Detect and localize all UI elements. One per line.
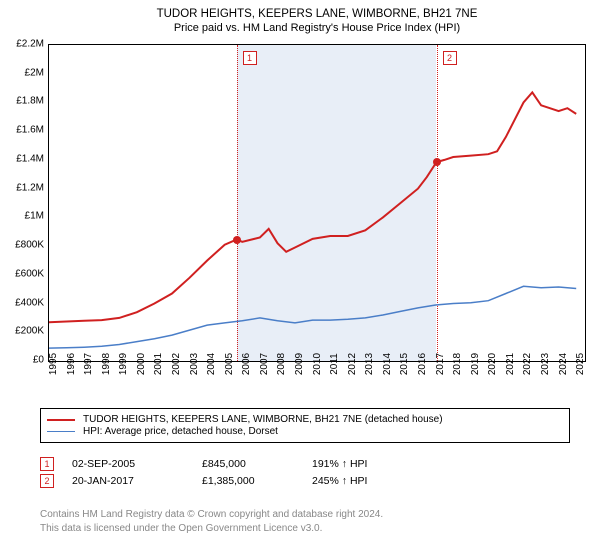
xtick: 2000 <box>136 353 147 375</box>
plot-svg <box>49 45 585 361</box>
xtick: 2009 <box>294 353 305 375</box>
xtick: 2015 <box>399 353 410 375</box>
xtick: 2020 <box>487 353 498 375</box>
ytick: £1M <box>25 211 44 222</box>
xtick: 2004 <box>206 353 217 375</box>
event-pct-1: 191% ↑ HPI <box>312 458 367 470</box>
event-dot-1 <box>233 236 241 244</box>
event-marker-1: 1 <box>243 51 257 65</box>
xtick: 2012 <box>347 353 358 375</box>
xtick: 2017 <box>435 353 446 375</box>
ytick: £0 <box>33 355 44 366</box>
xtick: 2001 <box>153 353 164 375</box>
event-badge-2: 2 <box>40 474 54 488</box>
xtick: 2005 <box>224 353 235 375</box>
ytick: £1.4M <box>16 153 44 164</box>
legend-swatch-hpi <box>47 431 75 432</box>
xtick: 2003 <box>189 353 200 375</box>
xtick: 2024 <box>558 353 569 375</box>
footnote-line2: This data is licensed under the Open Gov… <box>40 522 570 536</box>
xtick: 1999 <box>118 353 129 375</box>
xtick: 2014 <box>382 353 393 375</box>
legend-label-price: TUDOR HEIGHTS, KEEPERS LANE, WIMBORNE, B… <box>83 414 443 425</box>
ytick: £600K <box>15 268 44 279</box>
xtick: 2021 <box>505 353 516 375</box>
event-date-2: 20-JAN-2017 <box>72 475 202 487</box>
xtick: 2002 <box>171 353 182 375</box>
xtick: 2019 <box>470 353 481 375</box>
legend-row-hpi: HPI: Average price, detached house, Dors… <box>47 426 563 437</box>
legend-row-price: TUDOR HEIGHTS, KEEPERS LANE, WIMBORNE, B… <box>47 414 563 425</box>
xtick: 2013 <box>364 353 375 375</box>
xtick: 2018 <box>452 353 463 375</box>
event-price-2: £1,385,000 <box>202 475 312 487</box>
ytick: £400K <box>15 297 44 308</box>
xtick: 2023 <box>540 353 551 375</box>
event-row-1: 1 02-SEP-2005 £845,000 191% ↑ HPI <box>40 457 570 471</box>
xtick: 2006 <box>241 353 252 375</box>
legend-swatch-price <box>47 419 75 421</box>
ytick: £2.2M <box>16 39 44 50</box>
event-badge-1: 1 <box>40 457 54 471</box>
event-row-2: 2 20-JAN-2017 £1,385,000 245% ↑ HPI <box>40 474 570 488</box>
chart-container: TUDOR HEIGHTS, KEEPERS LANE, WIMBORNE, B… <box>48 8 586 402</box>
chart-title-sub: Price paid vs. HM Land Registry's House … <box>48 22 586 34</box>
ytick: £1.6M <box>16 125 44 136</box>
event-pct-2: 245% ↑ HPI <box>312 475 367 487</box>
xtick: 1998 <box>101 353 112 375</box>
series-hpi <box>49 286 576 348</box>
xtick: 2008 <box>276 353 287 375</box>
xtick: 2010 <box>312 353 323 375</box>
footnote: Contains HM Land Registry data © Crown c… <box>40 508 570 535</box>
event-date-1: 02-SEP-2005 <box>72 458 202 470</box>
xtick: 1996 <box>66 353 77 375</box>
chart-title-address: TUDOR HEIGHTS, KEEPERS LANE, WIMBORNE, B… <box>48 8 586 20</box>
ytick: £800K <box>15 240 44 251</box>
legend-label-hpi: HPI: Average price, detached house, Dors… <box>83 426 278 437</box>
xtick: 1997 <box>83 353 94 375</box>
event-dot-2 <box>433 158 441 166</box>
xtick: 1995 <box>48 353 59 375</box>
event-marker-2: 2 <box>443 51 457 65</box>
legend: TUDOR HEIGHTS, KEEPERS LANE, WIMBORNE, B… <box>40 408 570 443</box>
series-price <box>49 92 576 322</box>
xtick: 2022 <box>522 353 533 375</box>
xtick: 2007 <box>259 353 270 375</box>
xtick: 2016 <box>417 353 428 375</box>
event-price-1: £845,000 <box>202 458 312 470</box>
ytick: £200K <box>15 326 44 337</box>
ytick: £1.2M <box>16 182 44 193</box>
xtick: 2011 <box>329 353 340 375</box>
footnote-line1: Contains HM Land Registry data © Crown c… <box>40 508 570 522</box>
ytick: £2M <box>25 67 44 78</box>
plot-area: 1 2 <box>48 44 586 362</box>
xtick: 2025 <box>575 353 586 375</box>
events-table: 1 02-SEP-2005 £845,000 191% ↑ HPI 2 20-J… <box>40 454 570 491</box>
ytick: £1.8M <box>16 96 44 107</box>
